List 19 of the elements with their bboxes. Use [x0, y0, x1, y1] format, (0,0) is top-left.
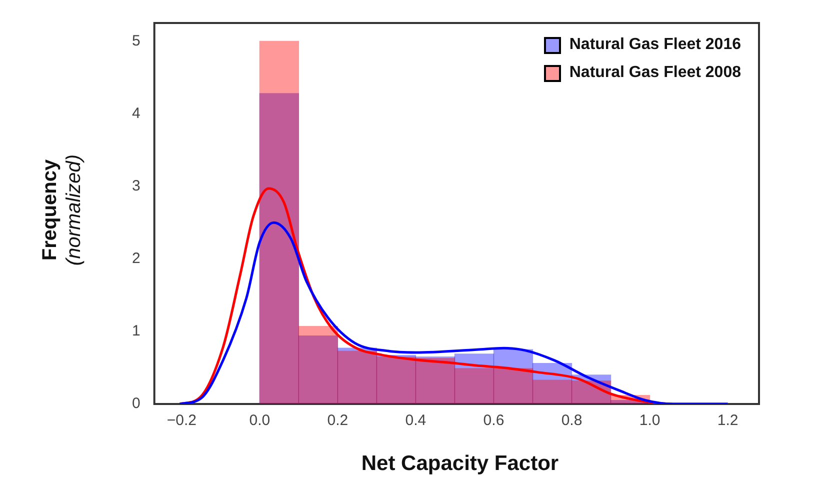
x-tick-label: 0.4: [405, 412, 426, 430]
x-tick-label: 0.2: [327, 412, 348, 430]
x-tick-label: 0.6: [483, 412, 504, 430]
line-series: [178, 221, 730, 404]
x-tick-label: 0.0: [249, 412, 270, 430]
y-tick-label: 2: [132, 250, 140, 267]
x-tick-label: 1.2: [717, 412, 738, 430]
y-tick-label: 1: [132, 322, 140, 340]
y-tick-label: 4: [132, 104, 140, 122]
y-tick-label: 3: [132, 177, 140, 194]
legend-label: Natural Gas Fleet 2008: [569, 64, 741, 82]
legend-label: Natural Gas Fleet 2016: [569, 36, 741, 54]
x-axis-title: Net Capacity Factor: [360, 452, 560, 476]
y-tick-label: 5: [132, 32, 140, 50]
y-axis-title: Frequency (normalized): [38, 154, 86, 266]
x-tick-label: 0.8: [561, 412, 582, 430]
y-tick-label: 0: [132, 395, 140, 412]
x-tick-label: −0.2: [166, 412, 196, 430]
x-tick-label: 1.0: [639, 412, 660, 430]
